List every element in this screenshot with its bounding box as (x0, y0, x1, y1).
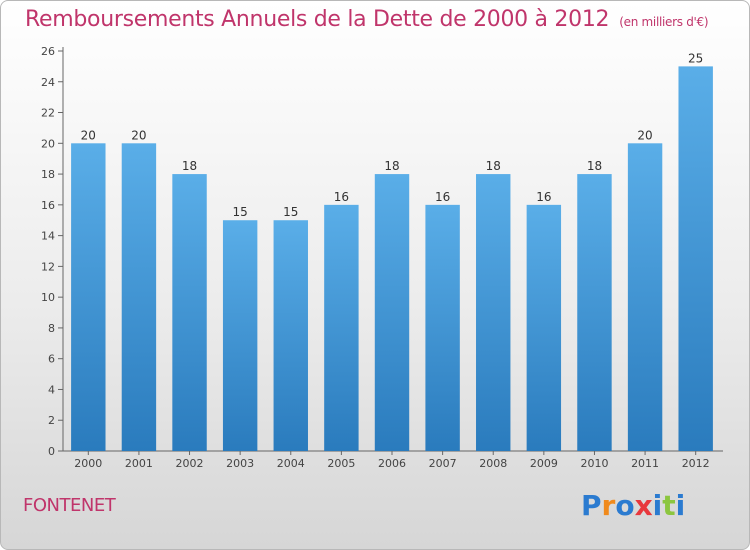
bar-2011 (627, 143, 663, 452)
x-tick-label-2008: 2008 (479, 457, 507, 470)
x-tick-label-2000: 2000 (74, 457, 102, 470)
x-tick-label-2005: 2005 (327, 457, 355, 470)
bar-2004 (273, 220, 308, 451)
value-label-2012: 25 (688, 51, 703, 65)
x-tick-label-2009: 2009 (530, 457, 558, 470)
x-tick-label-2003: 2003 (226, 457, 254, 470)
bar-2003 (222, 220, 258, 451)
y-tick-label: 14 (41, 230, 55, 243)
proxiti-logo: Proxiti (581, 489, 686, 522)
value-label-2000: 20 (81, 128, 96, 142)
y-tick-label: 26 (41, 45, 55, 58)
bar-2001 (121, 143, 157, 452)
value-label-2009: 16 (536, 190, 551, 204)
y-tick-label: 24 (41, 76, 55, 89)
value-label-2002: 18 (182, 159, 197, 173)
value-label-2007: 16 (435, 190, 450, 204)
value-label-2003: 15 (233, 205, 248, 219)
y-tick-label: 10 (41, 291, 55, 304)
x-tick-label-2011: 2011 (631, 457, 659, 470)
y-tick-label: 2 (48, 414, 55, 427)
bar-2008 (476, 174, 511, 452)
value-label-2010: 18 (587, 159, 602, 173)
y-tick-label: 0 (48, 445, 55, 458)
y-tick-label: 16 (41, 199, 55, 212)
x-tick-label-2002: 2002 (176, 457, 204, 470)
x-tick-label-2006: 2006 (378, 457, 406, 470)
value-label-2006: 18 (384, 159, 399, 173)
bar-2006 (374, 174, 410, 452)
bar-2010 (577, 174, 612, 452)
value-label-2005: 16 (334, 190, 349, 204)
x-tick-label-2012: 2012 (682, 457, 710, 470)
bar-2012 (678, 66, 713, 451)
x-tick-label-2007: 2007 (429, 457, 457, 470)
value-label-2011: 20 (637, 128, 652, 142)
town-name: FONTENET (23, 495, 116, 516)
bar-2005 (324, 204, 359, 451)
y-tick-label: 4 (48, 383, 55, 396)
y-tick-label: 12 (41, 260, 55, 273)
y-tick-label: 18 (41, 168, 55, 181)
bar-2002 (172, 174, 207, 452)
chart-subtitle: (en milliers d'€) (619, 15, 709, 29)
x-tick-label-2004: 2004 (277, 457, 305, 470)
y-tick-label: 22 (41, 107, 55, 120)
bar-2000 (71, 143, 106, 452)
bar-2007 (425, 204, 460, 451)
chart-title: Remboursements Annuels de la Dette de 20… (25, 7, 709, 32)
bar-2009 (526, 204, 562, 451)
value-label-2004: 15 (283, 205, 298, 219)
y-tick-label: 6 (48, 353, 55, 366)
y-tick-label: 20 (41, 137, 55, 150)
y-tick-label: 8 (48, 322, 55, 335)
chart-title-text: Remboursements Annuels de la Dette de 20… (25, 7, 610, 32)
value-label-2001: 20 (131, 128, 146, 142)
value-label-2008: 18 (486, 159, 501, 173)
x-tick-label-2010: 2010 (580, 457, 608, 470)
x-tick-label-2001: 2001 (125, 457, 153, 470)
